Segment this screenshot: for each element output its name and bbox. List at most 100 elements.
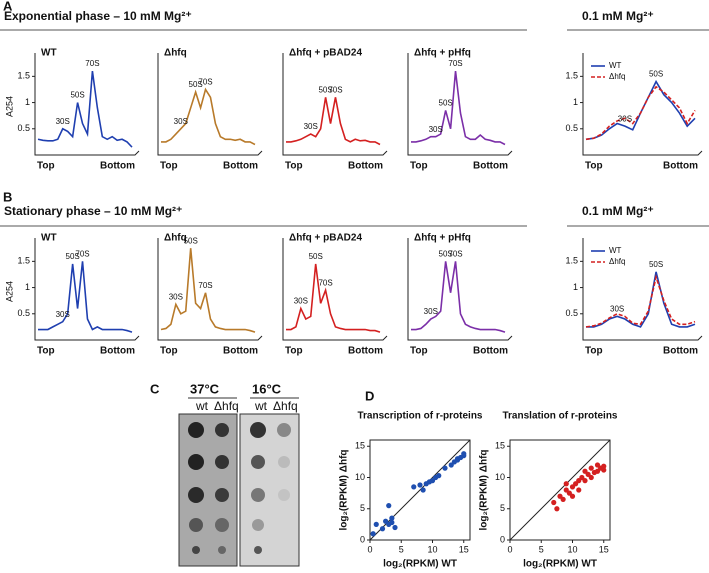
point	[417, 482, 423, 488]
point	[560, 496, 566, 502]
profile-line	[411, 261, 506, 333]
heading: 0.1 mM Mg²⁺	[582, 204, 654, 218]
y-tick-label: 10	[355, 472, 365, 482]
point	[436, 473, 442, 479]
point	[389, 515, 395, 521]
y-tick-label: 0	[360, 534, 365, 544]
y-axis-label: log₂(RPKM) Δhfq	[479, 449, 490, 530]
strain: wt	[195, 399, 209, 413]
y-tick-label: 1	[25, 282, 30, 292]
profile-line	[585, 274, 696, 328]
point	[601, 463, 607, 469]
y-tick-label: 1.5	[17, 256, 30, 266]
x-end-label: Bottom	[348, 161, 383, 172]
legend-label: WT	[609, 61, 622, 70]
peak-label: 50S	[649, 260, 663, 269]
y-tick-label: 0.5	[565, 308, 578, 318]
chart-title: Δhfq + pBAD24	[289, 48, 362, 59]
profile-line	[160, 248, 256, 333]
peak-label: 50S	[189, 80, 203, 89]
y-tick-label: 1.5	[565, 256, 578, 266]
axis	[34, 238, 140, 341]
axis	[282, 53, 388, 156]
x-axis-label: log₂(RPKM) WT	[383, 559, 457, 570]
peak-label: 30S	[56, 310, 70, 319]
peak-label: 30S	[429, 125, 443, 134]
peak-label: 70S	[328, 85, 342, 94]
point	[569, 493, 576, 499]
profile-line	[585, 79, 696, 141]
peak-label: 70S	[448, 249, 462, 258]
point	[389, 519, 395, 526]
x-tick-label: 10	[567, 544, 577, 554]
temperature: 37°C	[190, 381, 220, 396]
point	[392, 524, 398, 531]
legend-label: Δhfq	[609, 257, 625, 266]
axis	[157, 238, 263, 341]
x-end-label: Bottom	[663, 161, 698, 172]
peak-label: 50S	[318, 85, 332, 94]
panel-label: C	[150, 381, 160, 396]
x-end-label: Bottom	[663, 346, 698, 357]
y-tick-label: 0.5	[565, 123, 578, 133]
chart-title: Δhfq + pHfq	[414, 233, 471, 244]
peak-label: 30S	[610, 305, 624, 314]
x-end-label: Top	[585, 161, 603, 172]
y-axis-label: A254	[4, 281, 14, 302]
x-end-label: Top	[410, 161, 428, 172]
profile-line	[37, 71, 133, 148]
peak-label: 70S	[448, 59, 462, 68]
y-tick-label: 0.5	[17, 308, 30, 318]
y-tick-label: 5	[360, 503, 365, 513]
panel-label: D	[365, 388, 374, 403]
point	[373, 521, 379, 527]
peak-label: 70S	[198, 281, 212, 290]
point	[563, 481, 569, 487]
point	[379, 526, 386, 532]
y-tick-label: 5	[500, 503, 505, 513]
point	[582, 478, 588, 484]
chart-title: Δhfq + pHfq	[414, 48, 471, 59]
peak-label: 30S	[169, 292, 183, 301]
x-tick-label: 10	[427, 544, 437, 554]
chart-title: Δhfq	[164, 48, 187, 59]
plot-frame	[509, 439, 611, 541]
profile-line	[286, 263, 381, 333]
x-tick-label: 15	[459, 544, 469, 554]
x-end-label: Top	[37, 161, 55, 172]
y-tick-label: 1.5	[565, 71, 578, 81]
axis	[407, 53, 513, 156]
y-tick-label: 15	[355, 441, 365, 451]
profile-line	[411, 71, 506, 146]
peak-label: 50S	[439, 249, 453, 258]
diagonal	[369, 439, 471, 541]
x-tick-label: 15	[599, 544, 609, 554]
profile-line	[161, 87, 256, 146]
profile-line	[586, 271, 696, 328]
axis	[34, 53, 140, 156]
peak-label: 50S	[66, 252, 80, 261]
chart-title: Transcription of r-proteins	[357, 411, 482, 422]
x-end-label: Bottom	[473, 161, 508, 172]
y-tick-label: 10	[495, 472, 505, 482]
axis	[282, 238, 388, 341]
strain: Δhfq	[273, 399, 298, 413]
y-tick-label: 1	[573, 97, 578, 107]
peak-label: 30S	[174, 117, 188, 126]
y-axis-label: A254	[4, 96, 14, 117]
point	[576, 487, 582, 493]
peak-label: 30S	[56, 117, 70, 126]
chart-title: WT	[41, 48, 57, 59]
point	[411, 484, 417, 490]
diagonal	[509, 439, 611, 541]
axis	[582, 238, 703, 341]
x-end-label: Top	[160, 346, 178, 357]
chart-title: Translation of r-proteins	[502, 411, 617, 422]
axis	[157, 53, 263, 156]
x-end-label: Bottom	[100, 161, 135, 172]
peak-label: 50S	[649, 70, 663, 79]
x-end-label: Top	[285, 161, 303, 172]
point	[588, 474, 594, 481]
strain: Δhfq	[214, 399, 239, 413]
